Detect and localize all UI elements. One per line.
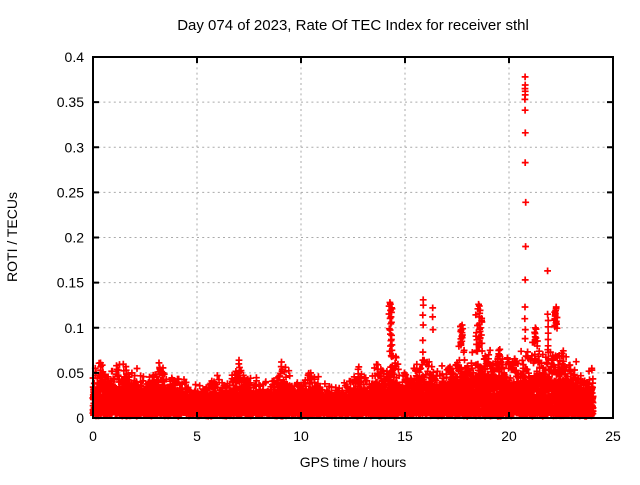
y-tick-label: 0.25 <box>57 184 84 200</box>
y-tick-label: 0.4 <box>65 49 85 65</box>
data-points-layer <box>89 73 597 420</box>
x-tick-label: 10 <box>293 428 309 444</box>
y-tick-label: 0 <box>76 410 84 426</box>
axes <box>92 56 614 419</box>
y-tick-label: 0.15 <box>57 275 84 291</box>
chart-title: Day 074 of 2023, Rate Of TEC Index for r… <box>177 17 529 34</box>
y-axis-label: ROTI / TECUs <box>4 192 20 282</box>
y-tick-label: 0.35 <box>57 94 84 110</box>
y-tick-label: 0.2 <box>65 230 85 246</box>
x-tick-label: 20 <box>501 428 517 444</box>
y-tick-label: 0.1 <box>65 320 85 336</box>
x-axis-tick-labels: 0 5 10 15 20 25 <box>89 428 621 444</box>
x-axis-label: GPS time / hours <box>300 454 407 470</box>
x-tick-label: 0 <box>89 428 97 444</box>
grid-lines <box>93 57 613 418</box>
y-tick-label: 0.05 <box>57 365 84 381</box>
x-tick-label: 5 <box>193 428 201 444</box>
x-tick-label: 25 <box>605 428 621 444</box>
scatter-points <box>89 73 597 420</box>
y-tick-label: 0.3 <box>65 139 85 155</box>
y-axis-tick-labels: 0 0.05 0.1 0.15 0.2 0.25 0.3 0.35 0.4 <box>57 49 84 426</box>
x-tick-label: 15 <box>397 428 413 444</box>
